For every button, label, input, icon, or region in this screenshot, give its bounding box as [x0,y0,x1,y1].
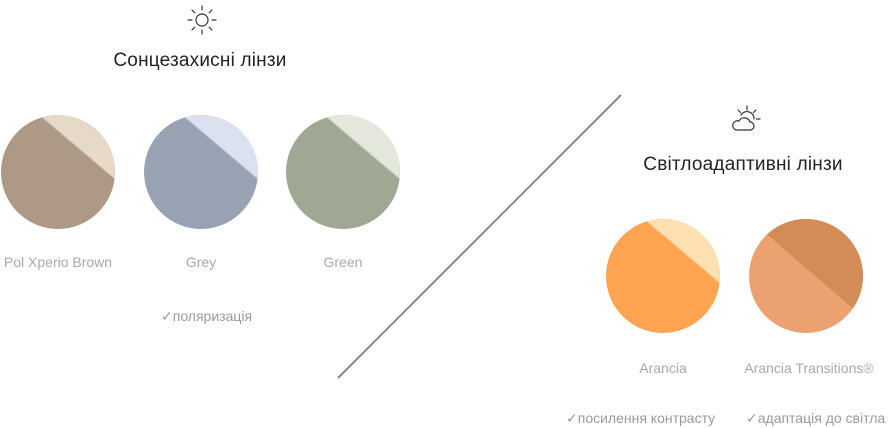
lens-swatch-grey[interactable] [143,114,259,230]
lens-swatch-green[interactable] [285,114,401,230]
lens-label: Green [323,254,363,270]
feature-polarization: ✓поляризація [161,308,252,325]
feature-light-adaptation: ✓адаптація до світла [746,410,885,427]
checkmark-icon: ✓ [161,308,173,324]
lens-label: Arancia [639,360,687,376]
feature-text: адаптація до світла [757,410,886,426]
sun-cloud-icon [727,104,763,136]
feature-text: посилення контрасту [577,410,716,426]
checkmark-icon: ✓ [566,410,578,426]
lens-swatch-arancia[interactable] [605,218,721,334]
feature-text: поляризація [172,308,253,324]
lens-label: Pol Xperio Brown [3,254,113,270]
lens-swatch-pol-xperio-brown[interactable] [0,114,116,230]
feature-contrast-enhancement: ✓посилення контрасту [566,410,715,427]
photochromic-section-title: Світлоадаптивні лінзи [643,154,843,175]
checkmark-icon: ✓ [746,410,758,426]
sun-icon [186,4,218,36]
diagonal-divider [330,90,630,382]
lens-label: Arancia Transitions® [744,360,874,376]
lens-swatch-arancia-transitions[interactable] [748,218,864,334]
sun-section-title: Сонцезахисні лінзи [113,50,287,71]
lens-label: Grey [185,254,217,270]
